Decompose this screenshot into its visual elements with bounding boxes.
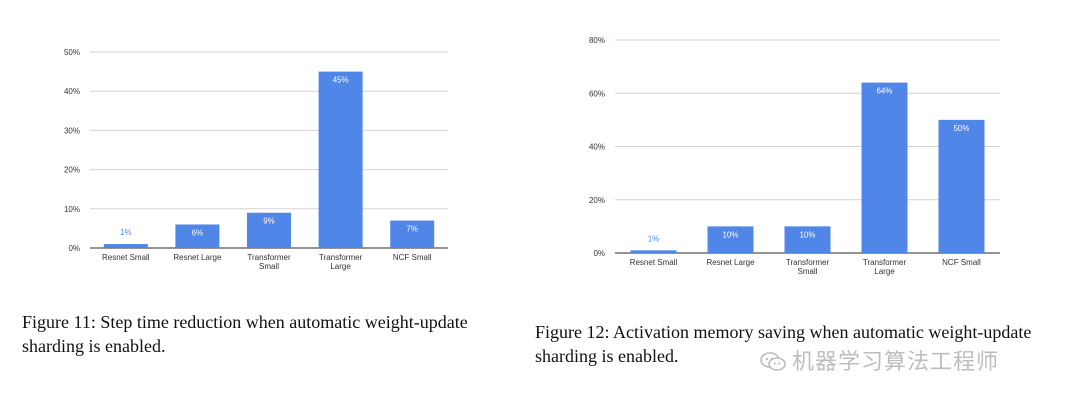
bar	[175, 224, 220, 248]
y-tick-label: 0%	[68, 244, 80, 253]
y-tick-label: 60%	[589, 89, 605, 98]
chart-step-time-reduction: 0% 10% 20% 30% 40% 50% 1% Resnet Small 6% Resnet …	[40, 30, 480, 280]
y-tick-label: 0%	[593, 249, 605, 258]
bar	[390, 220, 435, 248]
chart-svg: 0% 10% 20% 30% 40% 50% 1% Resnet Small 6% Resnet …	[64, 48, 448, 271]
x-tick-label: Transformer	[786, 258, 830, 267]
x-tick-label: Large	[874, 267, 895, 276]
data-label: 50%	[953, 124, 969, 133]
data-label: 7%	[406, 225, 418, 234]
bar	[861, 82, 908, 253]
wechat-icon	[760, 352, 786, 371]
data-label: 1%	[648, 234, 660, 243]
figure-12-caption: Figure 12: Activation memory saving when…	[535, 322, 1032, 366]
bar	[103, 244, 148, 248]
y-tick-label: 20%	[64, 166, 80, 175]
bar	[630, 250, 677, 253]
y-tick-label: 10%	[64, 205, 80, 214]
x-tick-label: Resnet Small	[102, 253, 150, 262]
x-tick-label: Resnet Large	[173, 253, 222, 262]
x-tick-label: Small	[797, 267, 817, 276]
y-tick-label: 40%	[589, 143, 605, 152]
bar	[784, 226, 831, 253]
data-label: 6%	[192, 228, 204, 237]
x-tick-label: Resnet Large	[706, 258, 755, 267]
bar	[247, 212, 291, 248]
x-tick-label: Large	[330, 262, 351, 271]
chart-activation-memory-saving: 0% 20% 40% 60% 80% 1% Resnet Small 10% Resnet La…	[570, 25, 1010, 290]
figure-11-caption: Figure 11: Step time reduction when auto…	[22, 312, 468, 356]
data-label: 64%	[876, 87, 892, 96]
x-tick-label: NCF Small	[393, 253, 432, 262]
bar	[707, 226, 754, 253]
y-tick-label: 30%	[64, 126, 80, 135]
data-label: 10%	[722, 230, 738, 239]
bar	[938, 119, 985, 253]
x-tick-label: NCF Small	[942, 258, 981, 267]
watermark: 机器学习算法工程师	[760, 344, 999, 376]
y-tick-label: 80%	[589, 36, 605, 45]
data-label: 45%	[333, 76, 349, 85]
watermark-text: 机器学习算法工程师	[792, 350, 1000, 375]
data-label: 10%	[799, 230, 815, 239]
y-tick-label: 40%	[64, 87, 80, 96]
y-tick-label: 50%	[64, 48, 80, 57]
data-label: 1%	[120, 228, 132, 237]
x-tick-label: Small	[259, 262, 279, 271]
chart-svg: 0% 20% 40% 60% 80% 1% Resnet Small 10% Resnet La…	[589, 36, 1000, 276]
data-label: 9%	[263, 217, 275, 226]
x-tick-label: Transformer	[319, 253, 363, 262]
bar	[318, 71, 363, 248]
x-tick-label: Transformer	[247, 253, 291, 262]
y-tick-label: 20%	[589, 196, 605, 205]
x-tick-label: Transformer	[863, 258, 907, 267]
x-tick-label: Resnet Small	[630, 258, 678, 267]
